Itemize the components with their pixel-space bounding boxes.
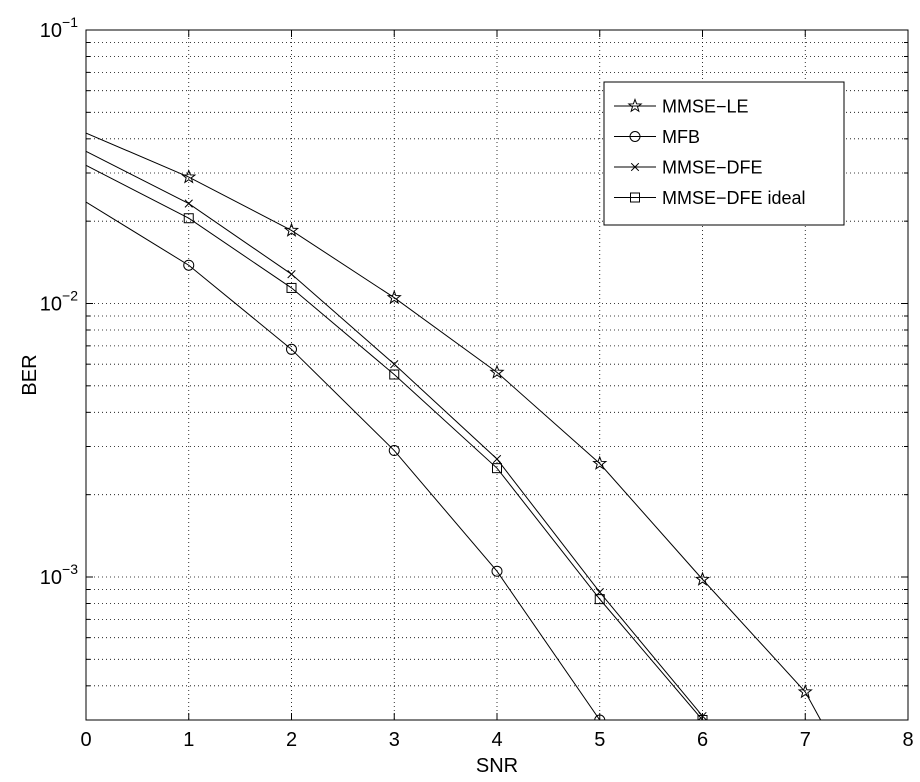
data-point (183, 213, 194, 224)
legend-marker (630, 162, 640, 172)
data-point (390, 360, 399, 369)
legend-marker (627, 98, 643, 113)
data-point (286, 282, 297, 293)
x-tick-label: 8 (902, 729, 913, 751)
legend: MMSE−LE MFB MMSE−DFE MMSE−DFE ideal (603, 81, 845, 226)
data-point (492, 463, 502, 474)
legend-marker (630, 192, 640, 203)
y-tick-base: 10 (40, 20, 62, 42)
data-point (283, 222, 300, 237)
x-tick-label: 6 (697, 729, 708, 751)
x-tick-label: 7 (800, 729, 811, 751)
x-tick-label: 0 (80, 729, 91, 751)
y-tick-label: 10−1 (40, 14, 78, 42)
data-point (489, 364, 505, 379)
x-axis-label: SNR (476, 755, 518, 777)
legend-marker (629, 131, 641, 142)
x-tick-label: 5 (594, 729, 605, 751)
y-tick-label: 10−2 (40, 287, 78, 315)
y-tick-label: 10−3 (40, 561, 78, 589)
legend-entry: MMSE−DFE (614, 158, 763, 178)
data-point (184, 199, 193, 208)
series-line (86, 164, 703, 720)
legend-label: MMSE−LE (662, 97, 749, 117)
data-point (592, 455, 608, 470)
series-square (86, 164, 708, 720)
series-line (86, 132, 822, 720)
x-tick-label: 4 (491, 729, 502, 751)
legend-entry: MMSE−DFE ideal (614, 188, 806, 208)
data-point (386, 289, 402, 305)
data-point (389, 369, 400, 380)
x-tick-label: 3 (389, 729, 400, 751)
x-tick-label: 2 (286, 729, 297, 751)
plot-series (86, 132, 822, 720)
data-point (388, 445, 400, 457)
data-point (181, 169, 197, 184)
data-point (183, 259, 195, 271)
y-tick-exponent: −3 (62, 561, 78, 577)
data-point (286, 343, 297, 355)
y-tick-exponent: −1 (62, 14, 78, 30)
y-tick-base: 10 (40, 567, 62, 589)
legend-entry: MMSE−LE (614, 97, 749, 117)
axis-ticks: 0 1 2 3 4 5 6 7 810−310−210−1 (40, 14, 914, 751)
legend-entry: MFB (614, 127, 700, 147)
series-x (86, 150, 707, 720)
legend-label: MMSE−DFE (662, 158, 763, 178)
data-point (491, 565, 503, 577)
legend-label: MFB (662, 127, 700, 147)
data-point (594, 594, 605, 605)
legend-label: MMSE−DFE ideal (662, 188, 806, 208)
series-star (86, 132, 822, 720)
y-tick-exponent: −2 (62, 287, 78, 303)
data-point (287, 270, 296, 279)
data-point (694, 571, 711, 586)
y-tick-base: 10 (40, 293, 62, 315)
data-point (797, 683, 813, 699)
series-circle (86, 201, 606, 720)
y-axis-label: BER (19, 354, 41, 395)
series-line (86, 201, 601, 720)
x-tick-label: 1 (183, 729, 194, 751)
data-point (492, 454, 502, 464)
series-line (86, 150, 703, 717)
